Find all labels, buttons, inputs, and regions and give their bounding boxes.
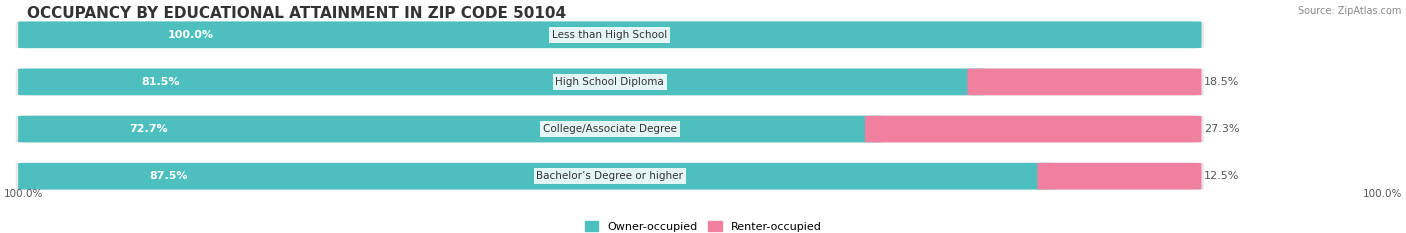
Text: 87.5%: 87.5% [150, 171, 188, 181]
FancyBboxPatch shape [18, 163, 1056, 189]
FancyBboxPatch shape [865, 116, 1202, 142]
Text: 27.3%: 27.3% [1204, 124, 1239, 134]
Text: 81.5%: 81.5% [142, 77, 180, 87]
Text: OCCUPANCY BY EDUCATIONAL ATTAINMENT IN ZIP CODE 50104: OCCUPANCY BY EDUCATIONAL ATTAINMENT IN Z… [28, 6, 567, 21]
Text: Bachelor’s Degree or higher: Bachelor’s Degree or higher [536, 171, 683, 181]
FancyBboxPatch shape [18, 116, 883, 142]
Text: 100.0%: 100.0% [4, 189, 44, 199]
FancyBboxPatch shape [967, 69, 1202, 95]
Text: 18.5%: 18.5% [1204, 77, 1239, 87]
FancyBboxPatch shape [15, 21, 1204, 48]
Text: High School Diploma: High School Diploma [555, 77, 664, 87]
FancyBboxPatch shape [15, 163, 1204, 190]
Text: 72.7%: 72.7% [129, 124, 167, 134]
FancyBboxPatch shape [15, 69, 1204, 95]
Legend: Owner-occupied, Renter-occupied: Owner-occupied, Renter-occupied [585, 221, 821, 232]
Text: 100.0%: 100.0% [167, 30, 214, 40]
FancyBboxPatch shape [18, 21, 1202, 48]
Text: College/Associate Degree: College/Associate Degree [543, 124, 676, 134]
FancyBboxPatch shape [15, 116, 1204, 143]
Text: Less than High School: Less than High School [553, 30, 668, 40]
Text: 100.0%: 100.0% [1362, 189, 1402, 199]
Text: Source: ZipAtlas.com: Source: ZipAtlas.com [1299, 6, 1402, 16]
Text: 12.5%: 12.5% [1204, 171, 1239, 181]
FancyBboxPatch shape [18, 69, 986, 95]
FancyBboxPatch shape [1038, 163, 1202, 189]
